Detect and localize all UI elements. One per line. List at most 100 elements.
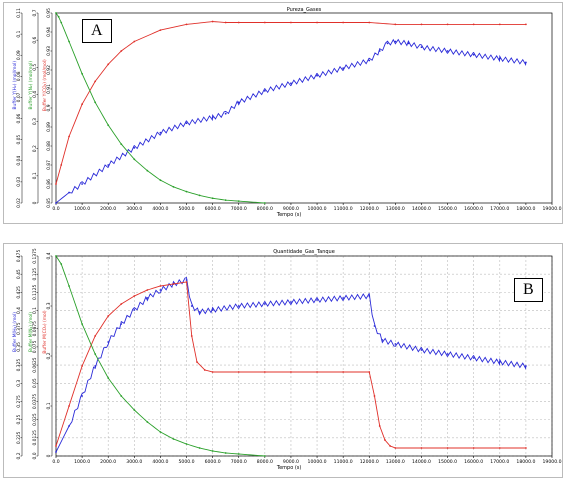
y-tick-label: 0.05	[32, 378, 38, 388]
y-axis-label: Buffer Y(N₂) (mol/mol)	[28, 61, 34, 110]
data-point-2	[211, 197, 214, 200]
data-point-1	[316, 21, 318, 24]
y-tick-label: 0.4	[16, 307, 22, 314]
data-point-2	[81, 72, 84, 75]
data-point-0	[373, 325, 376, 327]
x-tick-label: 3000.0	[126, 206, 142, 212]
data-point-1	[203, 369, 206, 371]
data-point-1	[373, 395, 376, 397]
x-tick-label: 15000.0	[438, 206, 457, 212]
series-line-1	[55, 21, 526, 185]
data-point-2	[224, 452, 227, 454]
data-point-0	[68, 425, 70, 427]
data-point-0	[159, 131, 162, 134]
x-tick-label: 19000.0	[543, 206, 562, 212]
data-point-0	[185, 122, 188, 125]
y-tick-label: 0.95	[46, 8, 52, 18]
data-point-2	[81, 323, 84, 325]
data-point-2	[94, 101, 97, 104]
y-tick-label: 0.08	[16, 71, 22, 81]
x-tick-label: 14000.0	[412, 206, 431, 212]
x-tick-label: 18000.0	[516, 206, 535, 212]
y-axis-label: Buffer M(CO₂) (mol)	[42, 310, 48, 354]
data-point-1	[81, 103, 84, 106]
x-tick-label: 4000.0	[152, 206, 168, 212]
panel-b-label: B	[514, 278, 543, 302]
y-axis-label: Buffer M(H₂) (mol)	[12, 312, 18, 352]
data-point-1	[316, 371, 318, 373]
data-point-2	[60, 263, 63, 265]
y-axis-label: Buffer M(N₂) (mol)	[28, 312, 34, 352]
data-point-1	[420, 23, 423, 26]
data-point-1	[120, 303, 123, 305]
y-tick-label: 0.275	[16, 395, 22, 408]
y-tick-label: 0.475	[16, 250, 22, 263]
data-point-1	[81, 365, 84, 367]
y-tick-label: 0.425	[16, 286, 22, 299]
x-tick-label: 13000.0	[386, 459, 405, 465]
data-point-1	[342, 371, 345, 373]
x-tick-label: 16000.0	[464, 459, 483, 465]
data-point-0	[185, 279, 188, 281]
data-point-2	[224, 199, 227, 202]
data-point-0	[94, 365, 97, 367]
data-point-2	[55, 12, 57, 14]
y-tick-label: 0.7	[32, 9, 38, 16]
data-point-1	[60, 164, 63, 166]
y-tick-label: 0.0	[32, 452, 38, 459]
plot-frame	[55, 12, 553, 204]
data-point-2	[146, 421, 149, 423]
y-tick-label: 0.05	[16, 135, 22, 145]
data-point-1	[120, 50, 123, 52]
y-tick-label: 0.9	[46, 104, 52, 111]
data-point-2	[198, 447, 201, 449]
data-point-0	[316, 299, 318, 301]
x-tick-label: 7000.0	[231, 459, 247, 465]
y-tick-label: 0.92	[46, 65, 52, 75]
data-point-2	[237, 453, 240, 455]
data-point-0	[133, 309, 136, 311]
data-point-1	[55, 445, 57, 447]
data-point-2	[185, 190, 188, 193]
y-tick-label: 0.0625	[32, 357, 38, 373]
data-point-0	[524, 365, 527, 367]
data-point-0	[290, 82, 292, 85]
data-point-1	[368, 21, 371, 24]
x-tick-label: 7000.0	[231, 206, 247, 212]
x-tick-label: 14000.0	[412, 459, 431, 465]
data-point-1	[107, 63, 110, 66]
y-tick-label: 0.93	[46, 46, 52, 56]
data-point-1	[290, 371, 292, 373]
data-point-2	[237, 200, 240, 203]
data-point-1	[68, 405, 70, 407]
data-point-1	[159, 285, 162, 287]
x-tick-label: 12000.0	[360, 459, 379, 465]
chart-panel-a: Pureza_Gases 0.0 1000.0 2000.0 3000.0 4000.0 5…	[3, 2, 563, 224]
x-tick-label: 15000.0	[438, 459, 457, 465]
data-point-2	[120, 143, 123, 146]
y-tick-label: 0.11	[16, 8, 22, 18]
data-point-2	[133, 158, 136, 161]
data-point-2	[159, 431, 162, 433]
y-tick-label: 0.09	[16, 50, 22, 60]
data-point-1	[55, 183, 57, 185]
x-tick-label: 9000.0	[283, 206, 299, 212]
data-point-0	[446, 50, 449, 52]
x-tick-label: 11000.0	[334, 206, 353, 212]
x-tick-label: 5000.0	[178, 459, 194, 465]
x-tick-label: 9000.0	[283, 459, 299, 465]
x-tick-label: 1000.0	[74, 206, 90, 212]
data-point-2	[60, 21, 63, 24]
data-point-0	[524, 61, 527, 64]
y-tick-label: 0.0125	[32, 430, 38, 446]
data-point-1	[394, 447, 397, 449]
data-point-1	[185, 281, 188, 283]
data-point-2	[172, 438, 175, 440]
data-point-1	[524, 23, 527, 26]
data-point-0	[211, 116, 214, 119]
x-tick-label: 0.0	[52, 206, 59, 212]
data-point-2	[107, 377, 110, 379]
data-point-0	[159, 289, 162, 291]
y-tick-label: 0.04	[16, 156, 22, 166]
data-point-0	[407, 42, 410, 45]
